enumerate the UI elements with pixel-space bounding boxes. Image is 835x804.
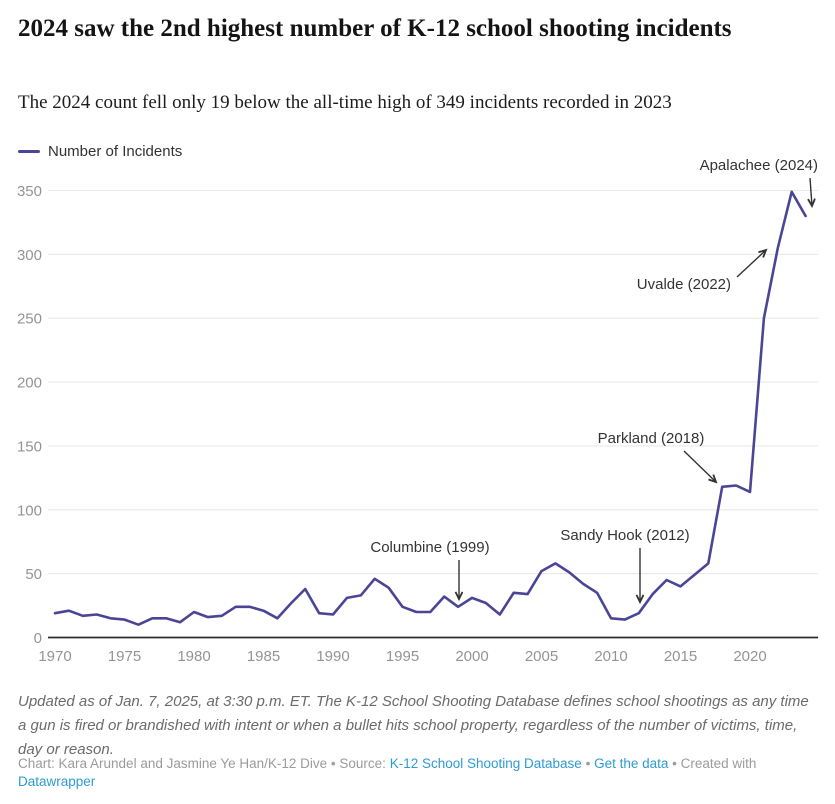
annotation-label: Apalachee (2024) (700, 157, 818, 174)
legend-line-swatch (18, 150, 40, 153)
x-tick-label: 2015 (664, 648, 697, 665)
legend-label: Number of Incidents (48, 143, 183, 160)
annotation-label: Columbine (1999) (370, 539, 489, 556)
chart-title: 2024 saw the 2nd highest number of K-12 … (18, 15, 732, 42)
annotation-label: Sandy Hook (2012) (560, 527, 689, 544)
y-tick-label: 200 (17, 375, 42, 392)
y-tick-label: 300 (17, 247, 42, 264)
source-link[interactable]: K-12 School Shooting Database (389, 756, 582, 771)
chart-svg: 0 50 100 150 200 250 300 350 1970 1975 1980 1985 199… (17, 157, 818, 665)
x-tick-label: 2020 (733, 648, 766, 665)
credit-text: Chart: Kara Arundel and Jasmine Ye Han/K… (18, 756, 390, 771)
x-tick-label: 1970 (38, 648, 71, 665)
annotation-label: Parkland (2018) (598, 430, 705, 447)
credit-separator: • (581, 756, 595, 771)
x-tick-label: 1980 (177, 648, 210, 665)
annotation-arrow (683, 450, 716, 482)
x-tick-label: 2000 (455, 648, 488, 665)
y-tick-label: 250 (17, 311, 42, 328)
y-tick-label: 350 (17, 183, 42, 200)
legend: Number of Incidents (18, 143, 182, 160)
x-tick-label: 2010 (594, 648, 627, 665)
x-tick-label: 1975 (108, 648, 141, 665)
footer-note: Updated as of Jan. 7, 2025, at 3:30 p.m.… (18, 693, 809, 758)
chart-subtitle: The 2024 count fell only 19 below the al… (18, 92, 672, 113)
incidents-line (53, 190, 807, 627)
x-tick-label: 1995 (386, 648, 419, 665)
annotation-arrow (810, 177, 812, 206)
annotation-arrow (736, 250, 766, 278)
annotation-label: Uvalde (2022) (637, 276, 731, 293)
x-tick-label: 1985 (247, 648, 280, 665)
x-tick-label: 2005 (525, 648, 558, 665)
y-tick-label: 0 (34, 630, 42, 647)
get-data-link[interactable]: Get the data (594, 756, 669, 771)
y-tick-label: 100 (17, 502, 42, 519)
y-tick-label: 50 (25, 566, 42, 583)
y-tick-label: 150 (17, 438, 42, 455)
footer-credit: Chart: Kara Arundel and Jasmine Ye Han/K… (18, 755, 818, 791)
datawrapper-link[interactable]: Datawrapper (18, 774, 96, 789)
credit-created-with: • Created with (668, 756, 757, 771)
x-tick-label: 1990 (316, 648, 349, 665)
